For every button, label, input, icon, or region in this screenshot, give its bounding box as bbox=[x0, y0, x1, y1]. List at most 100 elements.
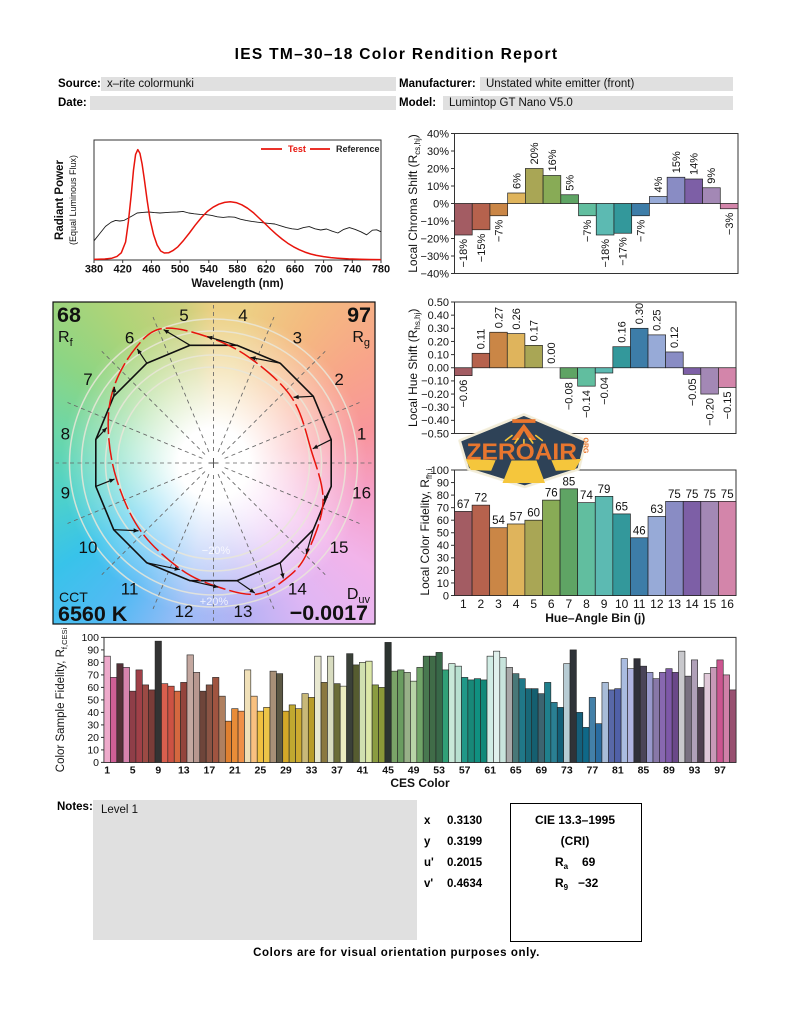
svg-text:21: 21 bbox=[229, 765, 241, 777]
svg-text:−18%: −18% bbox=[458, 239, 470, 268]
svg-text:Wavelength (nm): Wavelength (nm) bbox=[191, 278, 283, 290]
svg-text:70: 70 bbox=[87, 669, 99, 681]
svg-text:Local Chroma Shift (Rcs,hj): Local Chroma Shift (Rcs,hj) bbox=[406, 134, 422, 273]
svg-text:420: 420 bbox=[114, 264, 132, 276]
svg-text:75: 75 bbox=[703, 489, 716, 501]
svg-text:79: 79 bbox=[598, 484, 611, 496]
svg-text:29: 29 bbox=[280, 765, 292, 777]
svg-text:10: 10 bbox=[78, 538, 97, 557]
svg-text:0.50: 0.50 bbox=[428, 297, 449, 309]
svg-text:0.27: 0.27 bbox=[493, 307, 505, 328]
svg-text:CES Color: CES Color bbox=[390, 776, 450, 790]
svg-text:100: 100 bbox=[81, 632, 99, 644]
svg-text:53: 53 bbox=[433, 765, 445, 777]
svg-text:−18%: −18% bbox=[600, 239, 612, 268]
svg-text:63: 63 bbox=[650, 504, 663, 516]
svg-text:10: 10 bbox=[615, 597, 629, 611]
svg-text:16: 16 bbox=[352, 483, 371, 502]
svg-text:15: 15 bbox=[703, 597, 717, 611]
svg-text:57: 57 bbox=[510, 511, 523, 523]
svg-text:37: 37 bbox=[331, 765, 343, 777]
svg-text:67: 67 bbox=[457, 499, 470, 511]
svg-text:0.26: 0.26 bbox=[511, 308, 523, 329]
svg-text:65: 65 bbox=[615, 501, 628, 513]
svg-text:0.12: 0.12 bbox=[669, 327, 681, 348]
svg-text:780: 780 bbox=[372, 264, 390, 276]
svg-text:2: 2 bbox=[334, 370, 343, 389]
svg-text:89: 89 bbox=[663, 765, 675, 777]
svg-text:0%: 0% bbox=[433, 198, 449, 210]
svg-text:90: 90 bbox=[437, 477, 449, 489]
svg-text:0: 0 bbox=[443, 590, 449, 602]
svg-text:1: 1 bbox=[104, 765, 110, 777]
svg-text:20%: 20% bbox=[529, 142, 541, 164]
svg-text:60: 60 bbox=[437, 515, 449, 527]
svg-text:1: 1 bbox=[460, 597, 467, 611]
svg-text:−0.14: −0.14 bbox=[581, 390, 593, 418]
svg-text:9: 9 bbox=[601, 597, 608, 611]
svg-text:Local Color Fidelity, Rfh,i: Local Color Fidelity, Rfh,i bbox=[418, 468, 434, 595]
svg-text:500: 500 bbox=[171, 264, 189, 276]
svg-text:8: 8 bbox=[583, 597, 590, 611]
svg-text:11: 11 bbox=[121, 580, 139, 599]
svg-text:ORG: ORG bbox=[582, 438, 589, 455]
svg-text:20%: 20% bbox=[427, 163, 449, 175]
svg-text:0.17: 0.17 bbox=[528, 320, 540, 341]
svg-text:Local Hue Shift (Rhs,hj): Local Hue Shift (Rhs,hj) bbox=[406, 309, 422, 427]
svg-text:−0.06: −0.06 bbox=[458, 380, 470, 408]
svg-text:0.25: 0.25 bbox=[652, 309, 664, 330]
svg-text:10: 10 bbox=[437, 578, 449, 590]
svg-text:700: 700 bbox=[314, 264, 332, 276]
svg-text:740: 740 bbox=[343, 264, 361, 276]
svg-text:77: 77 bbox=[587, 765, 599, 777]
svg-text:Color Sample Fidelity, Rf,CESi: Color Sample Fidelity, Rf,CESi bbox=[55, 627, 69, 772]
svg-text:54: 54 bbox=[492, 515, 505, 527]
svg-text:−17%: −17% bbox=[618, 237, 630, 266]
svg-text:30: 30 bbox=[87, 719, 99, 731]
svg-text:9: 9 bbox=[155, 765, 161, 777]
svg-text:−0.08: −0.08 bbox=[564, 382, 576, 410]
svg-text:Radiant Power: Radiant Power bbox=[54, 160, 66, 240]
svg-text:5%: 5% bbox=[564, 175, 576, 191]
svg-text:0.10: 0.10 bbox=[428, 349, 449, 361]
svg-text:70: 70 bbox=[437, 502, 449, 514]
svg-text:40: 40 bbox=[437, 540, 449, 552]
svg-text:−0.50: −0.50 bbox=[421, 428, 449, 440]
svg-text:15: 15 bbox=[330, 538, 349, 557]
svg-text:75: 75 bbox=[668, 489, 681, 501]
svg-text:49: 49 bbox=[408, 765, 420, 777]
svg-text:0.16: 0.16 bbox=[616, 321, 628, 342]
svg-text:−7%: −7% bbox=[635, 220, 647, 243]
svg-text:2: 2 bbox=[478, 597, 485, 611]
svg-text:11: 11 bbox=[633, 597, 646, 611]
svg-text:74: 74 bbox=[580, 490, 593, 502]
svg-text:6: 6 bbox=[125, 328, 134, 347]
svg-text:65: 65 bbox=[510, 765, 522, 777]
svg-text:7: 7 bbox=[566, 597, 573, 611]
svg-text:6560 K: 6560 K bbox=[58, 602, 128, 626]
svg-text:4: 4 bbox=[238, 306, 247, 325]
svg-text:0.20: 0.20 bbox=[428, 336, 449, 348]
svg-text:−40%: −40% bbox=[421, 268, 450, 280]
svg-text:40: 40 bbox=[87, 707, 99, 719]
svg-text:−30%: −30% bbox=[421, 251, 450, 263]
svg-text:4%: 4% bbox=[653, 176, 665, 192]
svg-text:−10%: −10% bbox=[421, 216, 450, 228]
svg-text:75: 75 bbox=[721, 489, 734, 501]
svg-text:80: 80 bbox=[437, 490, 449, 502]
svg-text:660: 660 bbox=[286, 264, 304, 276]
svg-text:100: 100 bbox=[431, 465, 449, 477]
svg-text:69: 69 bbox=[535, 765, 547, 777]
svg-text:80: 80 bbox=[87, 657, 99, 669]
svg-text:380: 380 bbox=[85, 264, 103, 276]
svg-text:ZEROAIR: ZEROAIR bbox=[467, 439, 577, 465]
svg-text:5: 5 bbox=[530, 597, 537, 611]
svg-text:Rg: Rg bbox=[352, 329, 370, 349]
svg-text:9%: 9% bbox=[706, 168, 718, 184]
svg-text:60: 60 bbox=[87, 682, 99, 694]
svg-text:16: 16 bbox=[721, 597, 735, 611]
svg-text:7: 7 bbox=[83, 370, 92, 389]
svg-text:40%: 40% bbox=[427, 128, 449, 140]
svg-text:85: 85 bbox=[562, 476, 575, 488]
svg-text:−0.04: −0.04 bbox=[599, 377, 611, 405]
